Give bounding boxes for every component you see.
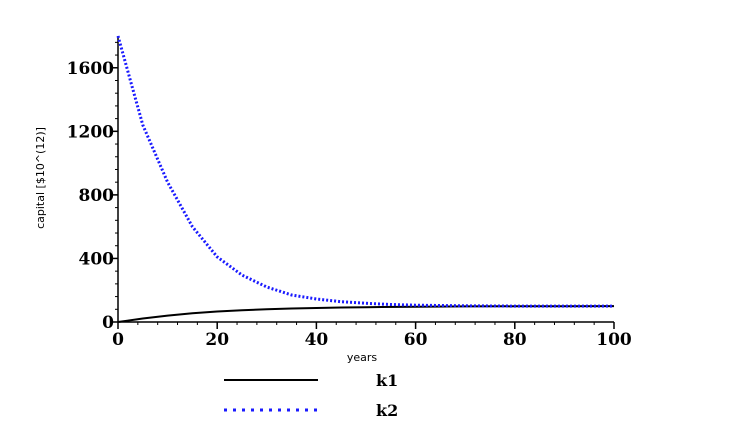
- x-tick-label: 60: [404, 330, 428, 350]
- x-tick-label: 100: [596, 330, 632, 350]
- y-tick-label: 0: [102, 313, 114, 333]
- y-tick-label: 400: [79, 249, 115, 269]
- series-lines: [116, 35, 615, 323]
- y-axis-label: capital [$10^(12)]: [34, 127, 47, 229]
- ticks: 0 400 800 1200 1600 0 20 40 60 80 100: [67, 41, 632, 350]
- x-axis-label: years: [347, 351, 378, 364]
- x-tick-label: 40: [305, 330, 329, 350]
- y-tick-label: 1600: [67, 59, 114, 79]
- x-tick-label: 0: [112, 330, 124, 350]
- legend-label-k1: k1: [376, 371, 398, 390]
- series-line-k1: [117, 305, 615, 323]
- x-tick-label: 80: [503, 330, 527, 350]
- legend: k1 k2: [224, 371, 398, 420]
- x-tick-label: 20: [205, 330, 229, 350]
- series-line-k2: [116, 35, 614, 308]
- legend-label-k2: k2: [376, 401, 398, 420]
- y-tick-label: 1200: [67, 122, 114, 142]
- axes: [117, 36, 614, 323]
- y-tick-label: 800: [79, 186, 115, 206]
